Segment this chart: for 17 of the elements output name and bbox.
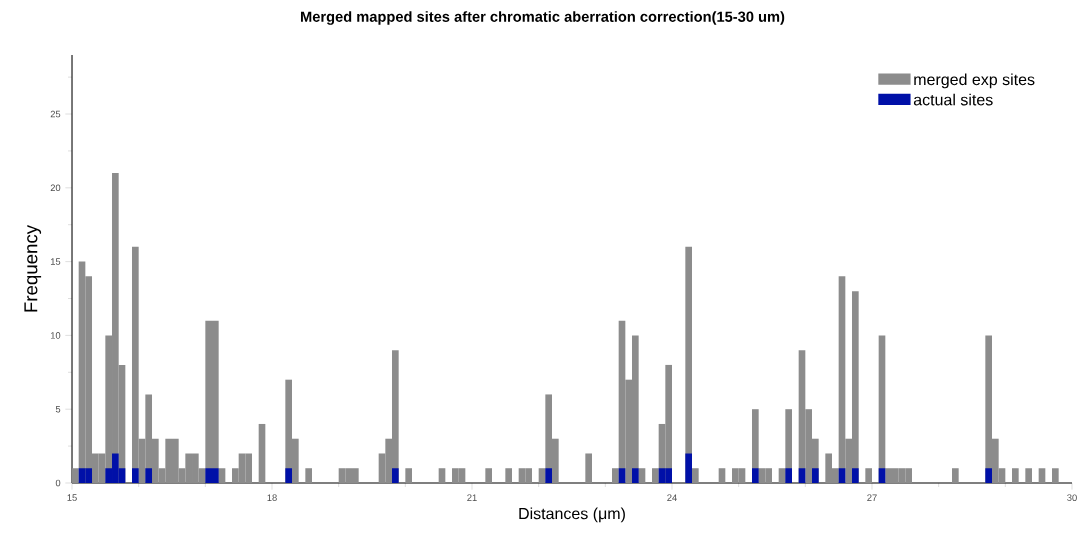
x-axis-title: Distances (μm) bbox=[519, 507, 625, 523]
y-tick-label: 15 bbox=[50, 258, 61, 265]
chart-title: Merged mapped sites after chromatic aberration correction(15-30 um) bbox=[301, 11, 785, 25]
x-tick-label: 24 bbox=[667, 494, 677, 501]
y-tick-label: 0 bbox=[55, 479, 61, 487]
legend-label: actual sites bbox=[913, 93, 993, 106]
y-axis-title: Frequency bbox=[24, 224, 42, 312]
y-tick-label: 5 bbox=[55, 405, 61, 413]
legend-label: merged exp sites bbox=[914, 73, 1035, 89]
x-tick-label: 27 bbox=[867, 494, 877, 501]
x-tick-label: 18 bbox=[267, 494, 277, 501]
x-tick-label: 21 bbox=[467, 494, 477, 501]
y-tick-label: 10 bbox=[50, 332, 61, 339]
y-tick-label: 25 bbox=[50, 110, 61, 118]
y-tick-label: 20 bbox=[50, 184, 61, 192]
x-tick-label: 30 bbox=[1067, 494, 1077, 501]
x-tick-label: 15 bbox=[67, 494, 77, 501]
